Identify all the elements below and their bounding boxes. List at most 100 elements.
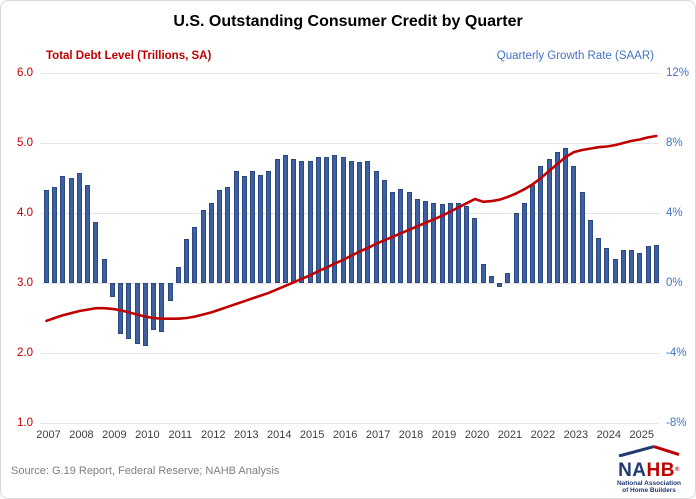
growth-rate-bar [76,172,82,283]
year-label: 2010 [135,429,160,441]
growth-rate-bar [142,283,148,346]
left-axis-title: Total Debt Level (Trillions, SA) [46,50,212,62]
growth-rate-bar [447,202,453,283]
debt-level-line [45,134,658,323]
year-label: 2007 [36,429,61,441]
growth-rate-bar [497,283,503,287]
growth-rate-bar [431,202,437,283]
year-label: 2022 [530,429,556,441]
growth-rate-bar [266,171,272,283]
year-label: 2013 [234,429,259,441]
growth-rate-bar [217,190,223,283]
growth-rate-bar [637,253,643,283]
growth-rate-bar [299,160,305,283]
year-label: 2020 [464,429,490,441]
right-axis-tick-label: 8% [666,137,683,149]
year-label: 2024 [596,429,622,441]
right-axis-tick-label: 0% [666,277,683,289]
year-label: 2014 [266,429,292,441]
growth-rate-bar [365,160,371,283]
growth-rate-bar [332,155,338,283]
growth-rate-bar [200,209,206,283]
growth-rate-bar [554,151,560,283]
growth-rate-bar [571,165,577,283]
growth-rate-bar [159,283,165,332]
growth-rate-bar [629,249,635,283]
growth-rate-bar [208,202,214,283]
year-label: 2009 [102,429,127,441]
growth-rate-bar [241,176,247,283]
growth-rate-bar [93,221,99,283]
year-label: 2025 [629,429,654,441]
logo-text-na: NA [618,460,647,481]
left-axis-tick-label: 5.0 [17,137,33,149]
registered-mark-icon: ® [674,467,680,473]
growth-rate-bar [274,158,280,283]
year-label: 2008 [69,429,94,441]
growth-rate-bar [101,258,107,283]
growth-rate-bar [521,202,527,283]
chart-title: U.S. Outstanding Consumer Credit by Quar… [173,13,523,30]
growth-rate-bar [175,267,181,283]
year-label: 2015 [299,429,325,441]
growth-rate-bar [315,157,321,283]
growth-rate-bar [282,155,288,283]
growth-rate-bar [60,176,66,283]
year-label: 2021 [497,429,523,441]
source-note: Source: G.19 Report, Federal Reserve; NA… [11,465,280,477]
growth-rate-bar [620,249,626,283]
left-axis-tick-label: 6.0 [17,67,33,79]
nahb-logo: NAHB® National Association of Home Build… [611,444,687,494]
nahb-wordmark: NAHB® [611,460,687,481]
growth-rate-bar [109,283,115,297]
year-label: 2018 [398,429,424,441]
growth-rate-bar [167,283,173,301]
growth-rate-bar [118,283,124,334]
growth-rate-bar [579,192,585,283]
gridline [41,73,659,74]
growth-rate-bar [488,276,494,283]
logo-text-hb: HB [646,460,675,481]
growth-rate-bar [406,192,412,283]
growth-rate-bar [505,272,511,283]
nahb-subtitle: National Association of Home Builders [611,480,687,494]
growth-rate-bar [414,199,420,283]
right-axis-tick-label: -8% [666,417,687,429]
growth-rate-bar [357,162,363,283]
right-axis-tick-label: 12% [666,67,690,79]
growth-rate-bar [250,171,255,283]
left-axis-tick-label: 2.0 [17,347,33,359]
plot-area [41,73,659,424]
nahb-subtitle-line1: National Association [616,480,682,487]
growth-rate-bar [612,258,618,283]
growth-rate-bar [233,171,239,283]
growth-rate-bar [596,237,602,283]
growth-rate-bar [423,200,429,283]
growth-rate-bar [307,160,313,283]
growth-rate-bar [538,165,544,283]
gridline [41,143,659,144]
year-label: 2017 [365,429,391,441]
growth-rate-bar [258,174,264,283]
right-axis-tick-label: 4% [666,207,683,219]
growth-rate-bar [464,206,470,283]
growth-rate-bar [44,190,49,283]
growth-rate-bar [587,220,593,283]
left-axis-tick-label: 4.0 [17,207,33,219]
growth-rate-bar [439,204,445,283]
growth-rate-bar [398,188,404,283]
growth-rate-bar [192,227,198,283]
nahb-roof-icon [618,445,680,458]
growth-rate-bar [225,186,231,283]
right-axis-tick-label: -4% [666,347,687,359]
growth-rate-bar [348,160,354,283]
year-label: 2019 [431,429,457,441]
growth-rate-bar [456,202,461,283]
year-label: 2023 [563,429,589,441]
growth-rate-bar [563,148,569,283]
growth-rate-bar [151,283,157,331]
gridline [41,353,659,354]
growth-rate-bar [653,244,659,283]
gridline [41,423,659,424]
